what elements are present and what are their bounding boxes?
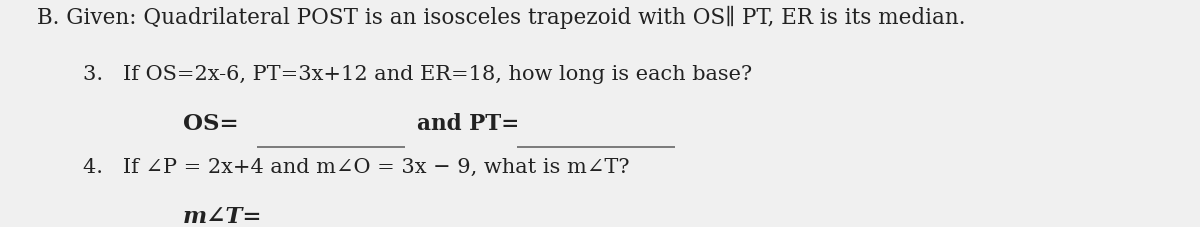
Text: B. Given: Quadrilateral POST is an isosceles trapezoid with OS∥ PT, ER is its me: B. Given: Quadrilateral POST is an isosc…	[36, 6, 965, 29]
Text: 3.   If OS=2x-6, PT=3x+12 and ER=18, how long is each base?: 3. If OS=2x-6, PT=3x+12 and ER=18, how l…	[83, 65, 752, 84]
Text: m∠T=: m∠T=	[182, 206, 263, 227]
Text: OS=: OS=	[182, 113, 239, 135]
Text: and PT=: and PT=	[418, 113, 520, 135]
Text: 4.   If ∠P = 2x+4 and m∠O = 3x − 9, what is m∠T?: 4. If ∠P = 2x+4 and m∠O = 3x − 9, what i…	[83, 158, 630, 177]
